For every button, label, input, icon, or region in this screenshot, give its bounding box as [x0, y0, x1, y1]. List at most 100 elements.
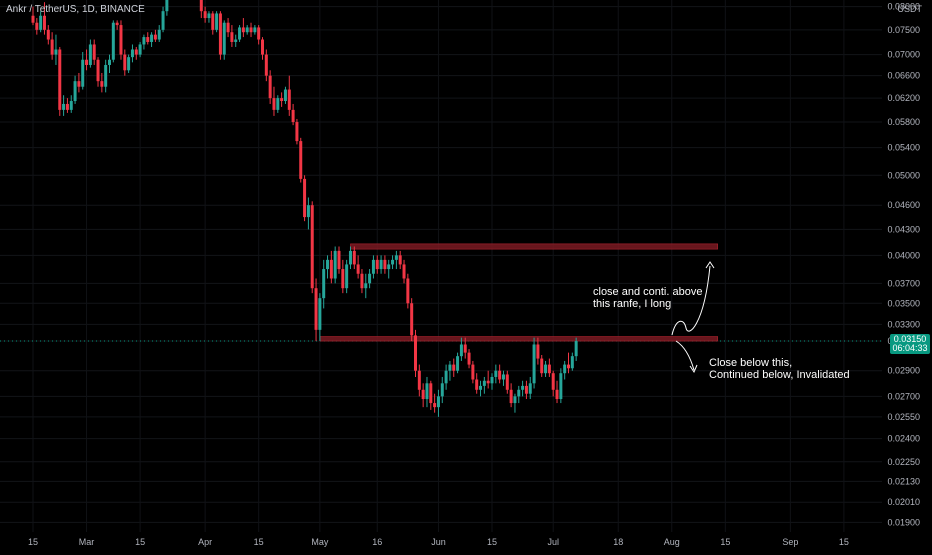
candle	[230, 25, 234, 47]
candle-body	[337, 250, 341, 270]
candle-body	[448, 364, 452, 371]
candle-body	[394, 255, 398, 260]
y-tick-label: 0.05400	[887, 143, 920, 153]
candle	[345, 259, 349, 294]
candle	[551, 370, 555, 397]
candle-body	[31, 15, 35, 23]
candle-body	[81, 59, 85, 87]
y-tick-label: 0.02010	[887, 497, 920, 507]
candle-body	[272, 98, 276, 110]
candle-body	[207, 13, 211, 19]
candle	[356, 255, 360, 279]
candle-body	[440, 383, 444, 397]
candle-body	[326, 259, 330, 270]
candle	[123, 49, 127, 76]
candle-body	[513, 396, 517, 404]
candle	[150, 32, 154, 47]
currency-label: USDT	[897, 4, 923, 14]
candle	[452, 358, 456, 377]
candle-body	[58, 49, 62, 110]
candle	[348, 246, 352, 270]
candle	[501, 370, 505, 386]
candle-body	[456, 356, 460, 371]
candle-body	[46, 29, 50, 40]
candle-body	[306, 205, 310, 218]
candle	[444, 364, 448, 390]
y-tick-label: 0.02550	[887, 412, 920, 422]
candle-body	[253, 27, 257, 33]
candle-body	[234, 39, 238, 42]
candle	[417, 364, 421, 397]
candle-body	[69, 101, 73, 110]
candle	[62, 95, 66, 116]
x-tick-label: Apr	[198, 537, 212, 547]
candle	[371, 255, 375, 279]
candle-body	[161, 11, 165, 30]
candle-body	[280, 98, 284, 102]
candle-body	[482, 380, 486, 386]
candle	[65, 98, 69, 113]
y-tick-label: 0.04600	[887, 200, 920, 210]
candle-body	[364, 283, 368, 289]
candle	[153, 29, 157, 42]
candle-body	[96, 59, 100, 82]
y-tick-label: 0.04000	[887, 250, 920, 260]
x-tick-label: 15	[28, 537, 38, 547]
candle-body	[452, 364, 456, 371]
candle	[46, 25, 50, 45]
candle	[402, 259, 406, 284]
range-zone	[350, 243, 718, 250]
candle-body	[134, 49, 138, 55]
candle	[326, 255, 330, 279]
candle	[544, 360, 548, 377]
candle-body	[375, 259, 379, 270]
candle-body	[73, 81, 77, 102]
candle-body	[50, 39, 54, 55]
candle-body	[303, 178, 307, 218]
y-tick-label: 0.04300	[887, 224, 920, 234]
x-tick-label: 18	[613, 537, 623, 547]
candle	[130, 44, 134, 63]
y-tick-label: 0.07000	[887, 50, 920, 60]
candle-body	[299, 141, 303, 179]
candle	[69, 95, 73, 113]
candle	[494, 364, 498, 384]
candle	[322, 259, 326, 309]
candle	[96, 57, 100, 87]
candle	[138, 41, 142, 58]
candle-body	[398, 255, 402, 265]
candle	[448, 360, 452, 381]
candle-body	[509, 389, 513, 404]
candle	[115, 20, 119, 30]
candle	[574, 337, 578, 361]
candle-body	[215, 13, 219, 30]
candle-body	[130, 49, 134, 58]
candle	[333, 246, 337, 284]
candle-body	[222, 22, 226, 55]
candle-body	[371, 259, 375, 274]
candle-body	[295, 122, 299, 142]
candle-body	[218, 13, 222, 55]
candle	[276, 95, 280, 113]
candle	[310, 201, 314, 294]
x-tick-label: 15	[487, 537, 497, 547]
candle-body	[283, 89, 287, 102]
candle	[563, 360, 567, 380]
candle	[199, 0, 203, 19]
y-tick-label: 0.02130	[887, 476, 920, 486]
grid	[0, 0, 882, 532]
candle-body	[425, 383, 429, 400]
candle	[524, 380, 528, 400]
candle-body	[230, 32, 234, 42]
candle-body	[329, 259, 333, 279]
candle-body	[92, 44, 96, 60]
candle	[134, 46, 138, 60]
candle	[314, 278, 318, 342]
candle-body	[574, 341, 578, 357]
candle	[299, 137, 303, 183]
x-tick-label: Mar	[79, 537, 95, 547]
candle	[440, 376, 444, 404]
candle-body	[138, 44, 142, 55]
candle	[245, 25, 249, 35]
